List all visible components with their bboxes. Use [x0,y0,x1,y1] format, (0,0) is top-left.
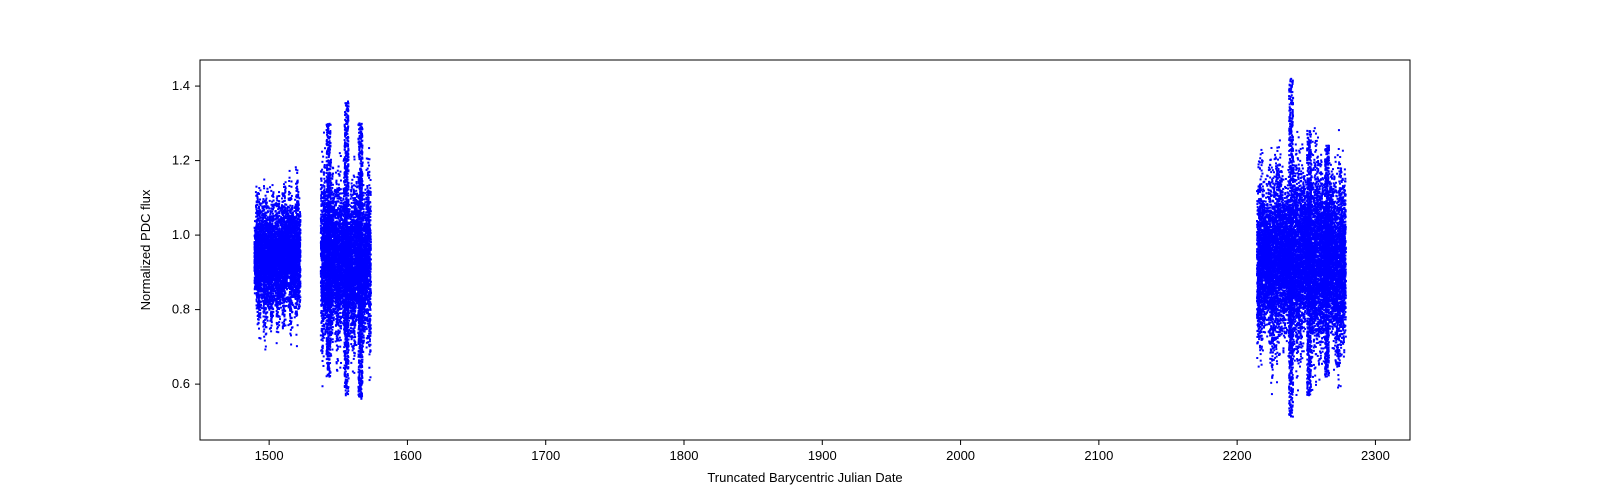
x-tick-label: 2100 [1084,448,1113,463]
y-tick-label: 1.2 [172,153,190,168]
x-tick-label: 1700 [531,448,560,463]
x-tick-label: 1600 [393,448,422,463]
x-tick-label: 2300 [1361,448,1390,463]
y-tick-label: 0.8 [172,302,190,317]
x-axis-label: Truncated Barycentric Julian Date [707,470,902,485]
y-axis-label: Normalized PDC flux [138,189,153,310]
y-tick-label: 1.4 [172,78,190,93]
y-tick-label: 1.0 [172,227,190,242]
x-tick-label: 1900 [808,448,837,463]
light-curve-chart: 1500 1600 1700 1800 1900 2000 2100 2200 2300 0.6 0… [0,0,1600,500]
y-tick-label: 0.6 [172,376,190,391]
x-tick-label: 2000 [946,448,975,463]
x-tick-label: 1800 [670,448,699,463]
x-tick-label: 2200 [1223,448,1252,463]
x-tick-label: 1500 [255,448,284,463]
chart-container: 1500 1600 1700 1800 1900 2000 2100 2200 2300 0.6 0… [0,0,1600,500]
